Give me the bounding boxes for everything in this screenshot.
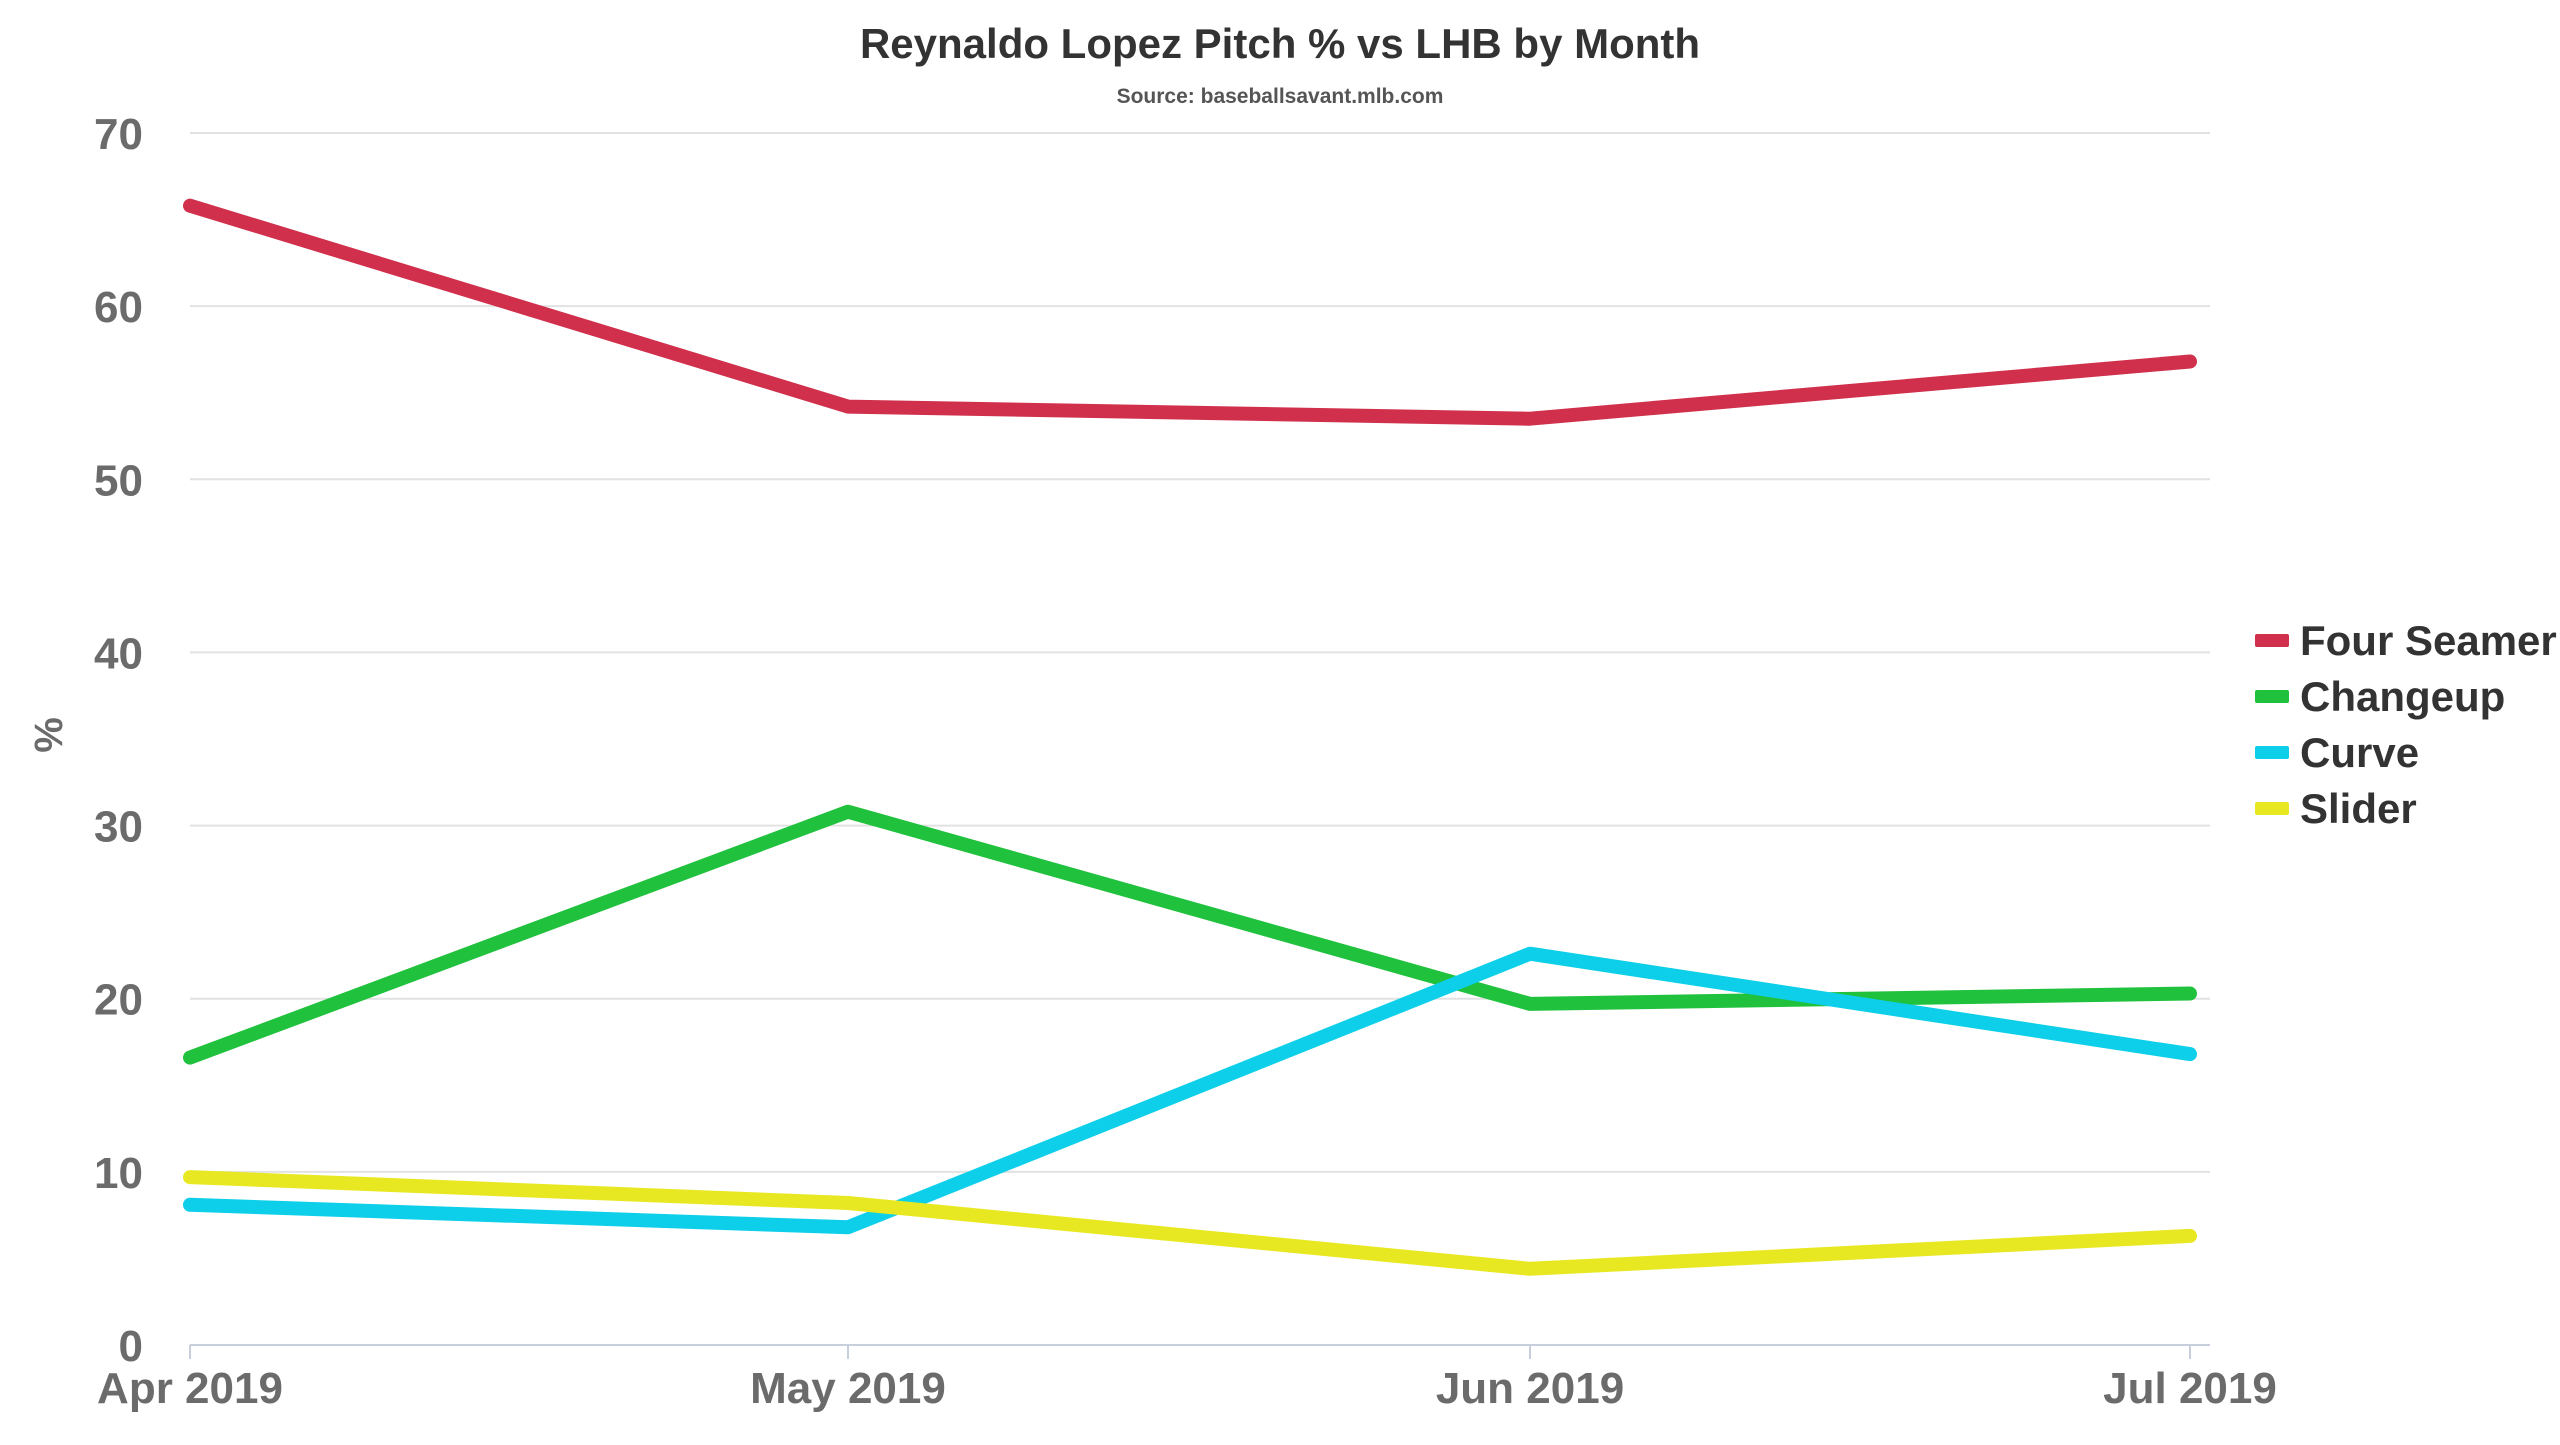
y-tick-label: 20 — [94, 976, 143, 1025]
legend: Four Seamer Changeup Curve Slider — [2255, 617, 2557, 832]
legend-label-changeup[interactable]: Changeup — [2300, 673, 2505, 720]
series-line-slider — [183, 1170, 2197, 1276]
series-line-changeup — [183, 804, 2197, 1065]
y-tick-label: 10 — [94, 1149, 143, 1198]
y-tick-label: 70 — [94, 110, 143, 159]
legend-swatch-four-seamer — [2255, 634, 2289, 647]
legend-label-curve[interactable]: Curve — [2300, 729, 2419, 776]
series-line-curve — [183, 946, 2197, 1235]
x-axis: Apr 2019 May 2019 Jun 2019 Jul 2019 — [97, 1344, 2277, 1413]
x-tick-label: Jul 2019 — [2103, 1364, 2277, 1413]
legend-label-slider[interactable]: Slider — [2300, 785, 2417, 832]
y-tick-label: 0 — [119, 1322, 143, 1371]
legend-swatch-curve — [2255, 746, 2289, 759]
series-lines — [183, 198, 2197, 1276]
series-line-four-seamer — [183, 198, 2197, 426]
y-tick-label: 40 — [94, 629, 143, 678]
y-tick-label: 60 — [94, 283, 143, 332]
x-tick-label: Jun 2019 — [1436, 1364, 1624, 1413]
chart-subtitle: Source: baseballsavant.mlb.com — [1117, 85, 1444, 108]
legend-label-four-seamer[interactable]: Four Seamer — [2300, 617, 2557, 664]
y-tick-label: 50 — [94, 456, 143, 505]
y-tick-label: 30 — [94, 803, 143, 852]
x-tick-label: May 2019 — [750, 1364, 946, 1413]
legend-swatch-changeup — [2255, 690, 2289, 703]
legend-swatch-slider — [2255, 802, 2289, 815]
chart-title: Reynaldo Lopez Pitch % vs LHB by Month — [860, 20, 1700, 67]
x-tick-label: Apr 2019 — [97, 1364, 283, 1413]
y-axis-label: % — [27, 717, 71, 753]
